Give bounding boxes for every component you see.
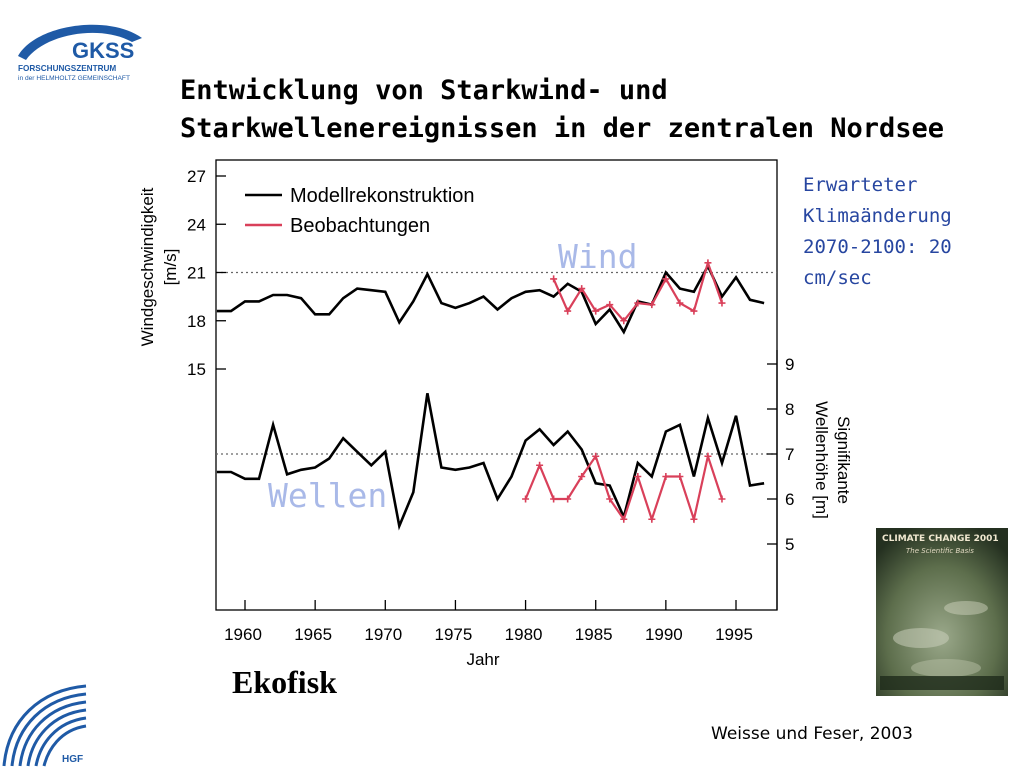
- x-tick-label: 1985: [575, 625, 613, 644]
- wind-y-tick-label: 21: [187, 264, 206, 283]
- wave-observation-point: [634, 473, 642, 480]
- gkss-logo-name: GKSS: [72, 38, 134, 63]
- axes: 15 18 21 24 27 5 6 7 8 9 1960 1965 1970 1975 1980 1985 1…: [187, 167, 794, 644]
- wind-y-tick-label: 15: [187, 360, 206, 379]
- wind-observation-point: [578, 285, 586, 293]
- x-tick-label: 1980: [505, 625, 543, 644]
- page-title: Entwicklung von Starkwind- und Starkwell…: [180, 72, 1000, 148]
- wave-observation-point: [592, 452, 600, 460]
- gkss-logo-line2: in der HELMHOLTZ GEMEINSCHAFT: [18, 75, 130, 82]
- report-cover-title: CLIMATE CHANGE 2001: [882, 534, 999, 544]
- note-line1: Erwarteter: [803, 174, 918, 196]
- gkss-logo-line1: FORSCHUNGSZENTRUM: [18, 64, 116, 73]
- note-line3: 2070-2100: 20: [803, 236, 952, 258]
- x-tick-label: 1990: [645, 625, 683, 644]
- wave-y-tick-label: 5: [785, 535, 794, 554]
- wind-axis-label-line2: [m/s]: [161, 249, 180, 286]
- wind-observation-point: [704, 259, 712, 267]
- wind-y-tick-label: 24: [187, 215, 206, 234]
- x-tick-label: 1960: [224, 625, 262, 644]
- site-label: Ekofisk: [232, 664, 337, 700]
- wave-observation-point: [662, 473, 670, 480]
- wind-axis-label-line1: Windgeschwindigkeit: [138, 187, 157, 346]
- wind-observation-point: [662, 275, 670, 283]
- series: [216, 259, 765, 531]
- hgf-logo-text: HGF: [62, 754, 83, 765]
- wave-observation-point: [676, 473, 684, 480]
- wind-y-tick-label: 18: [187, 312, 206, 331]
- wind-observation-point: [564, 307, 572, 315]
- x-tick-label: 1975: [435, 625, 473, 644]
- wind-model-line: [216, 263, 765, 335]
- gkss-logo-arc: [18, 24, 142, 60]
- climate-change-note: Erwarteter Klimaänderung 2070-2100: 20 c…: [803, 170, 1003, 294]
- legend: Modellrekonstruktion Beobachtungen: [245, 185, 475, 237]
- wave-observation-point: [620, 515, 628, 523]
- x-tick-label: 1995: [715, 625, 753, 644]
- wave-observation-point: [648, 515, 656, 523]
- hgf-logo-arcs: [2, 684, 87, 767]
- wind-observation-point: [648, 301, 656, 309]
- page-title-line1: Entwicklung von Starkwind- und: [180, 75, 668, 106]
- wave-observation-point: [550, 495, 558, 503]
- wave-observation-point: [606, 495, 614, 503]
- report-cover-image: CLIMATE CHANGE 2001 The Scientific Basis: [876, 528, 1008, 696]
- wave-observation-line: [524, 452, 724, 524]
- wave-observation-point: [704, 452, 712, 460]
- gkss-logo: GKSS FORSCHUNGSZENTRUM in der HELMHOLTZ …: [18, 24, 142, 82]
- wind-observation-point: [550, 275, 558, 283]
- panel-label-waves: Wellen: [268, 476, 387, 515]
- citation: Weisse und Feser, 2003: [711, 724, 913, 744]
- wind-observation-point: [676, 299, 684, 307]
- wave-axis-label-line1: Signifikante: [834, 416, 853, 504]
- page-title-line2: Starkwellenereignissen in der zentralen …: [180, 113, 945, 144]
- wind-y-tick-label: 27: [187, 167, 206, 186]
- wave-observation-point: [564, 495, 572, 503]
- x-axis-label: Jahr: [466, 650, 499, 669]
- wave-observation-point: [522, 495, 530, 503]
- note-line4: cm/sec: [803, 267, 872, 289]
- legend-model-label: Modellrekonstruktion: [290, 185, 475, 207]
- wave-y-tick-label: 7: [785, 445, 794, 464]
- wind-observation-point: [606, 301, 614, 309]
- wind-observation-point: [620, 317, 628, 325]
- wave-observation-point: [536, 461, 544, 469]
- wave-axis-label-line2: Wellenhöhe [m]: [812, 401, 831, 519]
- wave-y-tick-label: 9: [785, 355, 794, 374]
- wave-observation-point: [718, 495, 726, 503]
- wave-model-line: [216, 393, 765, 531]
- hgf-logo: HGF: [2, 684, 87, 767]
- legend-observation-label: Beobachtungen: [290, 215, 430, 237]
- wave-observation-point: [690, 515, 698, 523]
- wind-observation-point: [690, 307, 698, 315]
- report-cover-art: [876, 528, 1008, 696]
- note-line2: Klimaänderung: [803, 205, 952, 227]
- wave-y-tick-label: 6: [785, 490, 794, 509]
- wave-observation-point: [578, 473, 586, 480]
- x-tick-label: 1970: [364, 625, 402, 644]
- wave-y-tick-label: 8: [785, 400, 794, 419]
- x-tick-label: 1965: [294, 625, 332, 644]
- panel-label-wind: Wind: [558, 237, 637, 276]
- report-cover-subtitle: The Scientific Basis: [906, 547, 974, 555]
- wind-observation-point: [634, 299, 642, 307]
- reference-lines: [216, 271, 777, 455]
- wind-observation-point: [592, 307, 600, 315]
- wind-observation-point: [718, 299, 726, 307]
